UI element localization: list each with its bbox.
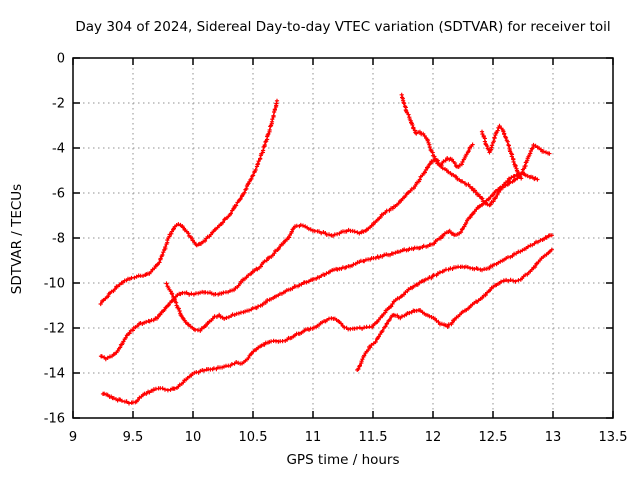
x-axis-label: GPS time / hours bbox=[286, 452, 400, 468]
svg-text:9: 9 bbox=[69, 430, 77, 445]
y-axis-label: SDTVAR / TECUs bbox=[9, 183, 25, 295]
svg-text:10.5: 10.5 bbox=[239, 430, 268, 445]
svg-text:12.5: 12.5 bbox=[479, 430, 508, 445]
series-arc-1 bbox=[98, 98, 280, 307]
svg-text:0: 0 bbox=[57, 52, 65, 67]
svg-text:13: 13 bbox=[545, 430, 562, 445]
svg-text:13.5: 13.5 bbox=[599, 430, 628, 445]
svg-text:-10: -10 bbox=[44, 277, 65, 292]
svg-text:-4: -4 bbox=[52, 142, 65, 157]
chart-title: Day 304 of 2024, Sidereal Day-to-day VTE… bbox=[75, 19, 611, 35]
svg-text:-8: -8 bbox=[52, 232, 65, 247]
series-arc-7 bbox=[355, 247, 554, 372]
svg-text:11.5: 11.5 bbox=[359, 430, 388, 445]
series-arc-4 bbox=[399, 92, 540, 208]
svg-text:-2: -2 bbox=[52, 97, 65, 112]
svg-text:-12: -12 bbox=[44, 322, 65, 337]
series-arc-5 bbox=[479, 123, 524, 181]
svg-text:-6: -6 bbox=[52, 187, 65, 202]
svg-text:-16: -16 bbox=[44, 412, 65, 427]
svg-text:-14: -14 bbox=[44, 367, 65, 382]
series-arc-6 bbox=[100, 233, 554, 406]
svg-text:9.5: 9.5 bbox=[123, 430, 144, 445]
svg-text:11: 11 bbox=[305, 430, 322, 445]
svg-text:10: 10 bbox=[185, 430, 202, 445]
svg-text:12: 12 bbox=[425, 430, 442, 445]
